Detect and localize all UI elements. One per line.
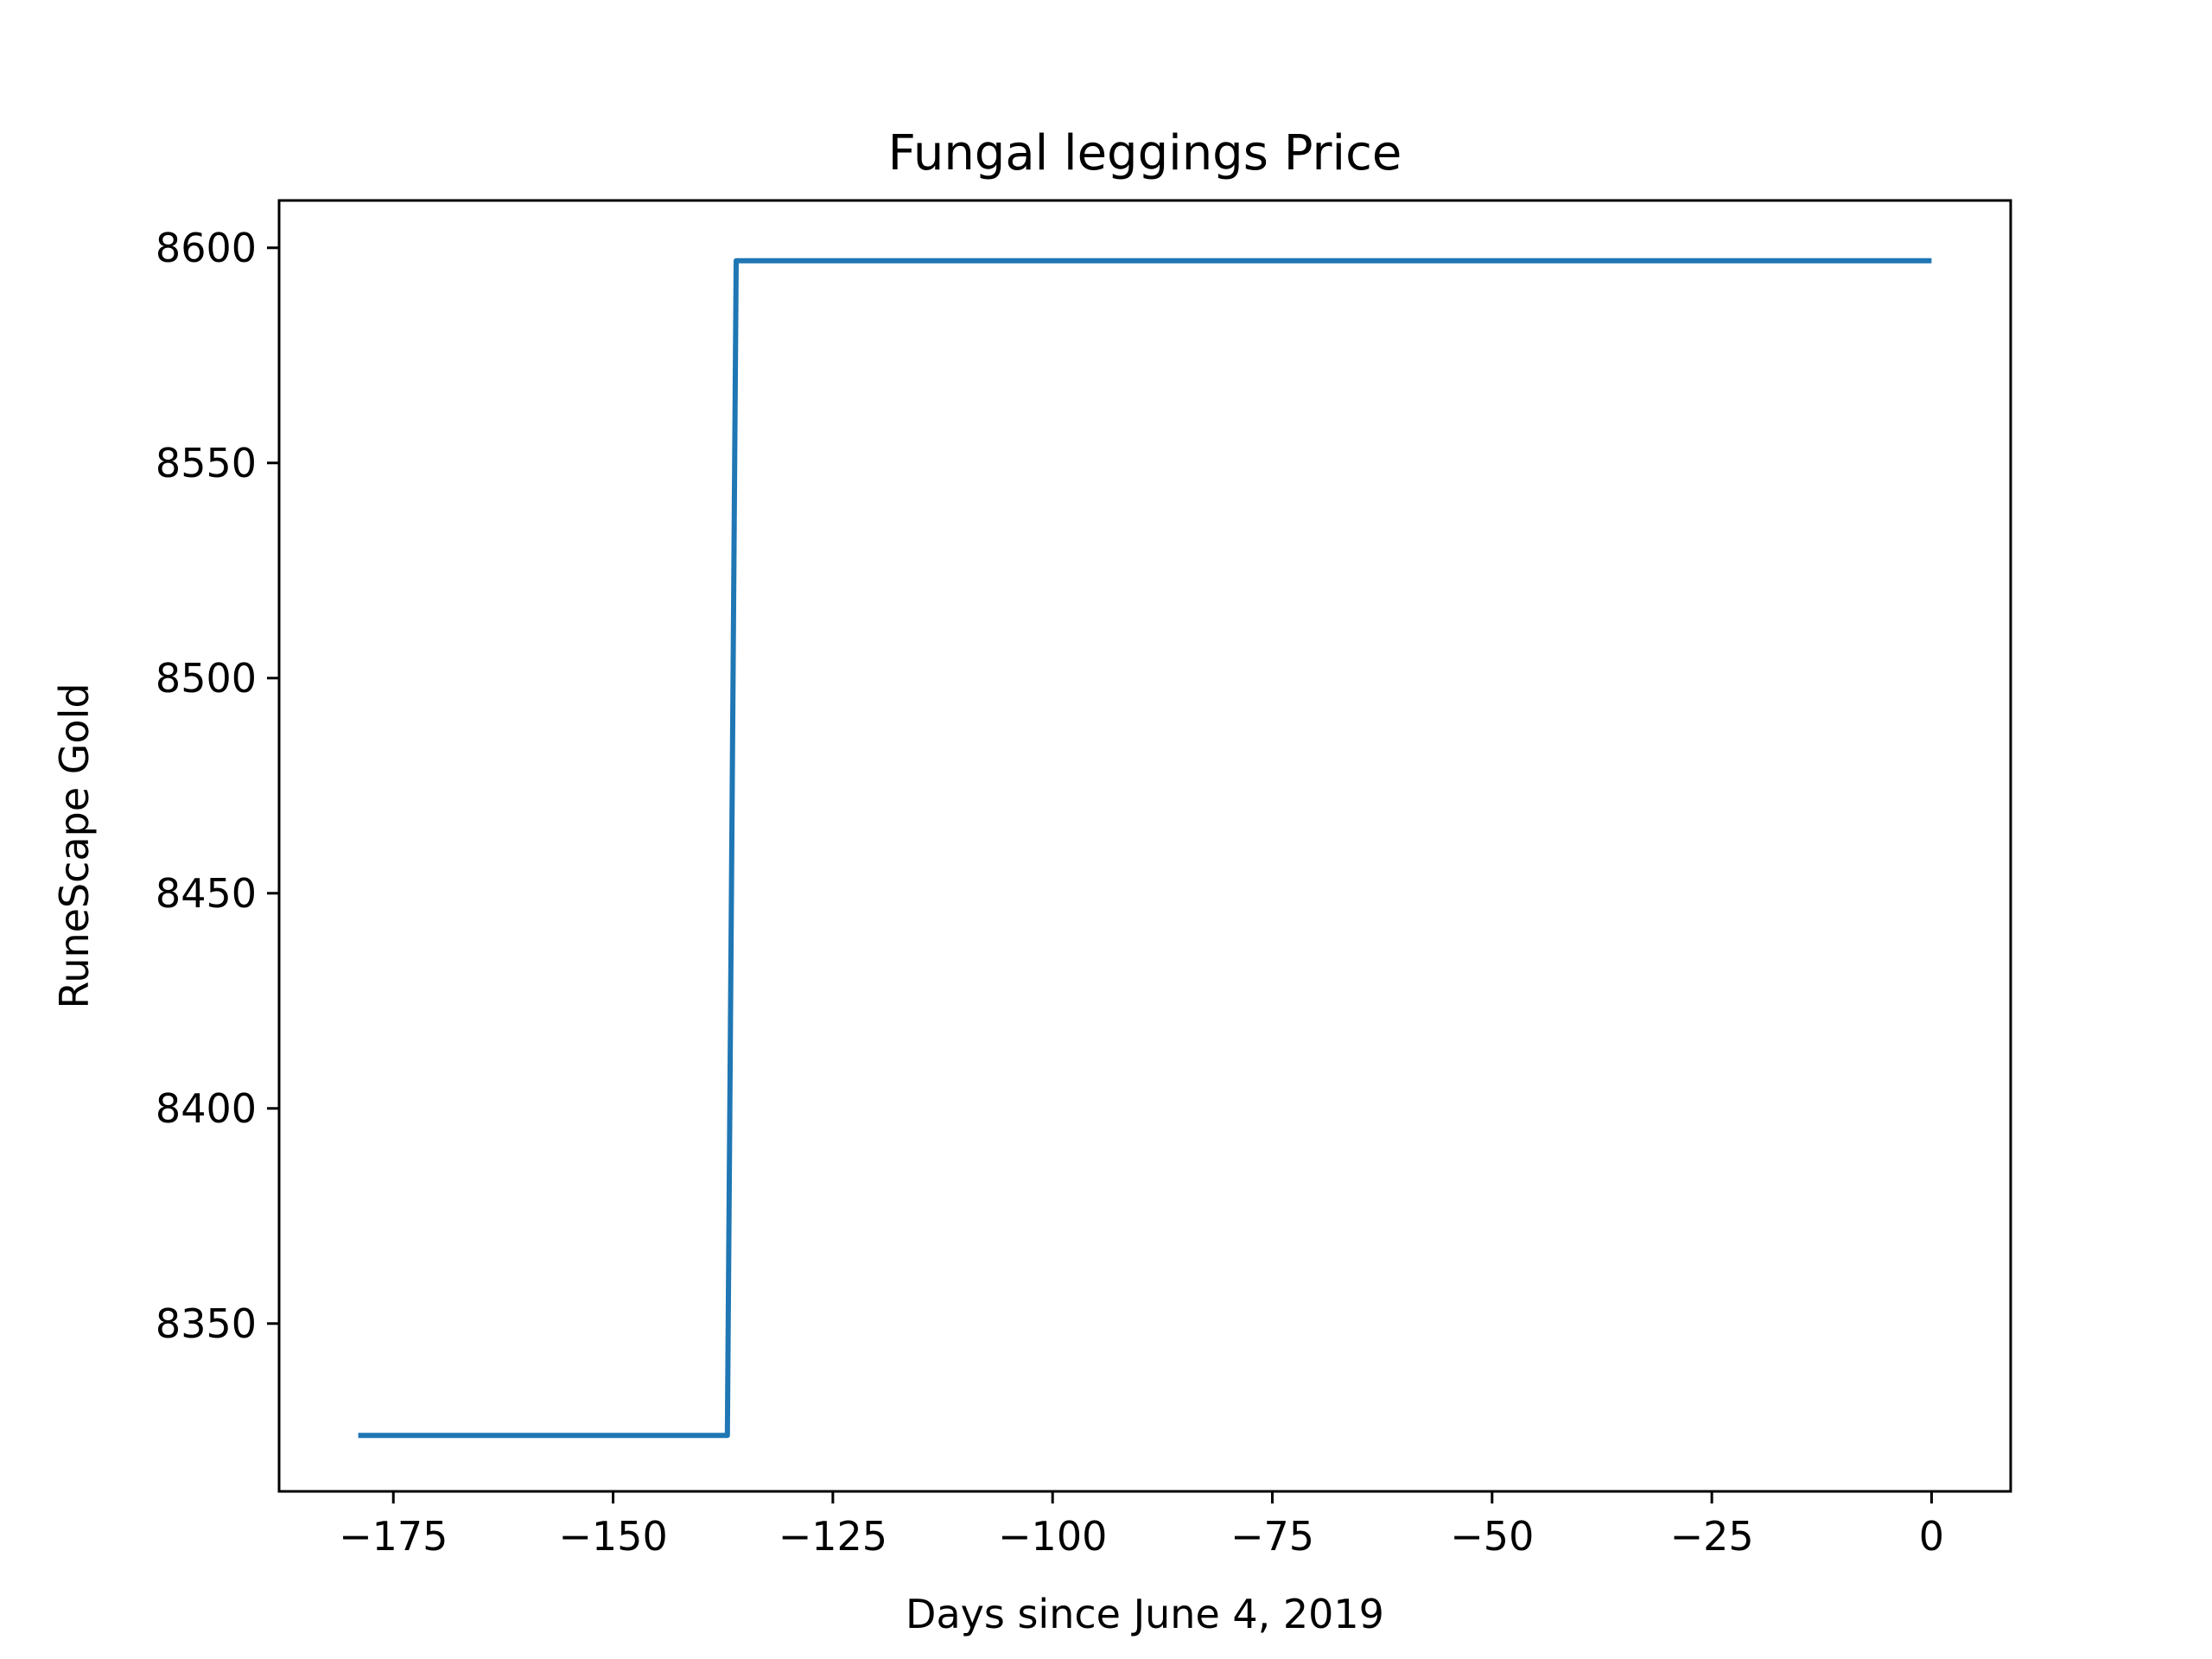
x-tick-label: −175	[339, 1513, 448, 1560]
y-tick-label: 8500	[156, 655, 257, 702]
series-layer	[358, 257, 1932, 1439]
x-tick-label: 0	[1919, 1513, 1944, 1560]
x-tick-label: −50	[1450, 1513, 1534, 1560]
x-tick-label: −75	[1230, 1513, 1314, 1560]
y-tick-label: 8550	[156, 440, 257, 486]
chart-title: Fungal leggings Price	[888, 125, 1402, 181]
y-tick-label: 8600	[156, 225, 257, 271]
y-tick-label: 8400	[156, 1085, 257, 1132]
y-tick-label: 8450	[156, 870, 257, 917]
x-tick-label: −125	[779, 1513, 887, 1560]
y-tick-label: 8350	[156, 1300, 257, 1347]
series-line-0	[358, 257, 1932, 1439]
x-tick-label: −150	[558, 1513, 667, 1560]
x-axis-ticks: −175 −150 −125 −100 −75 −50 −25 0	[339, 1491, 1944, 1560]
plot-area	[279, 200, 2011, 1491]
x-axis-title: Days since June 4, 2019	[906, 1591, 1384, 1637]
x-tick-label: −100	[998, 1513, 1107, 1560]
plot-frame	[277, 199, 2012, 1493]
y-axis-ticks: 8350 8400 8450 8500 8550 8600	[156, 225, 279, 1347]
x-tick-label: −25	[1670, 1513, 1754, 1560]
y-axis-title: RuneScape Gold	[51, 683, 98, 1008]
